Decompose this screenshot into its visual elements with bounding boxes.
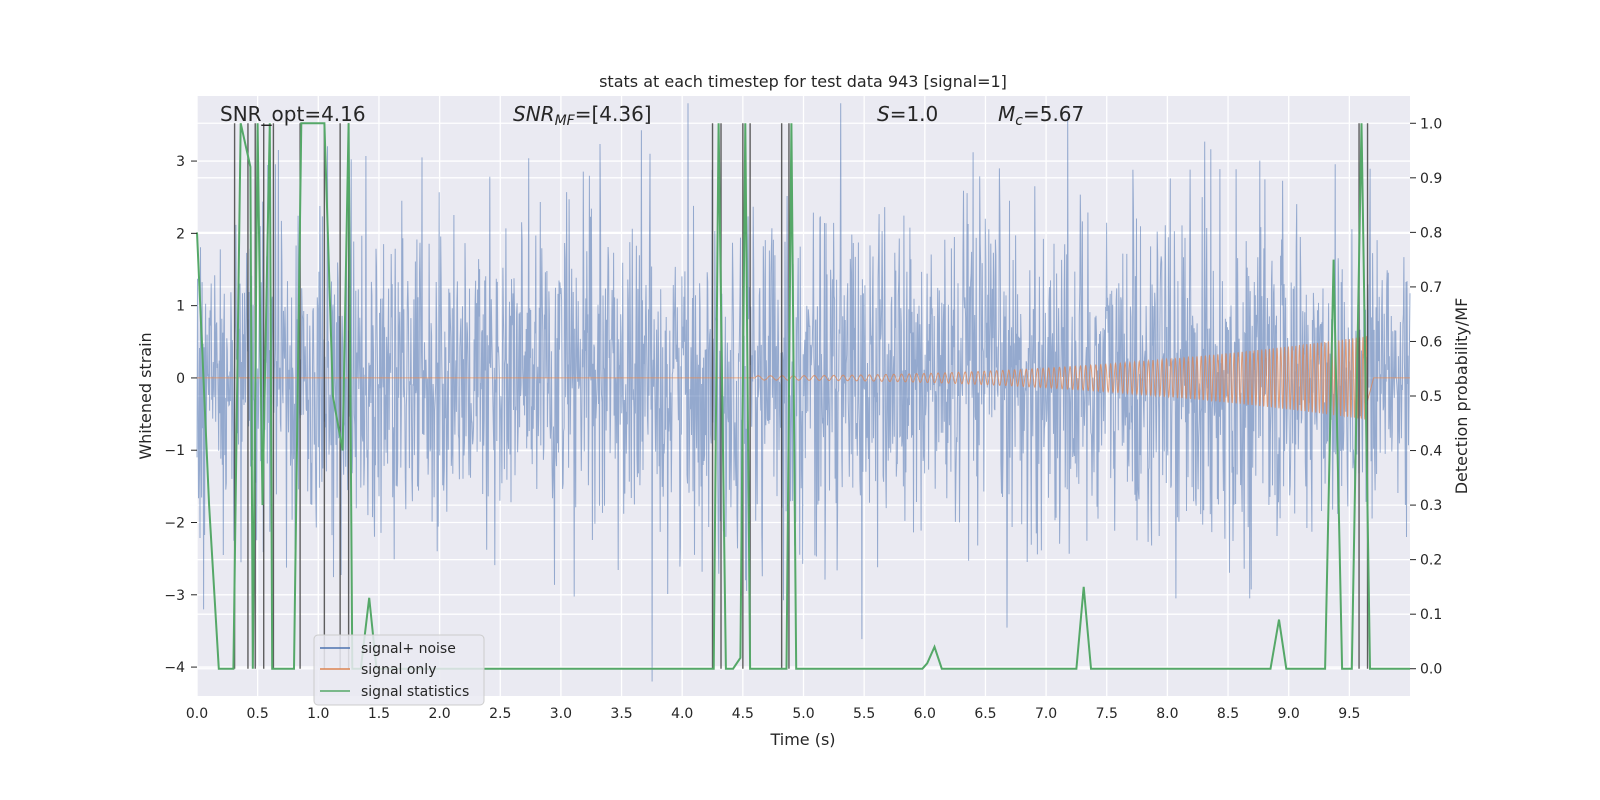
y-axis-label: Whitened strain <box>136 332 155 459</box>
x-tick-label: 1.0 <box>307 706 329 722</box>
y-tick-label: 2 <box>176 226 185 242</box>
annotation-snr-mf-sub: MF <box>555 113 576 129</box>
signal-statistics-series <box>196 122 1410 670</box>
legend-label-signal-noise: signal+ noise <box>361 641 456 657</box>
annotation-mc-value: =5.67 <box>1023 102 1084 126</box>
y-right-tick-label: 0.7 <box>1420 280 1442 296</box>
signal-noise-line <box>196 103 1411 682</box>
chart-title: stats at each timestep for test data 943… <box>599 72 1007 91</box>
y-right-tick-label: 0.3 <box>1420 498 1442 514</box>
y-right-axis-label: Detection probability/MF <box>1452 298 1471 495</box>
plot-area <box>196 96 1411 696</box>
annotation-snr-opt: SNR_opt=4.16 <box>220 102 366 126</box>
y-right-tick-label: 0.0 <box>1420 662 1442 678</box>
x-tick-label: 0.0 <box>186 706 208 722</box>
legend: signal+ noise signal only signal statist… <box>313 634 485 706</box>
x-tick-label: 5.5 <box>853 706 875 722</box>
x-tick-label: 9.0 <box>1278 706 1300 722</box>
x-tick-label: 4.5 <box>732 706 754 722</box>
x-tick-label: 6.5 <box>974 706 996 722</box>
annotation-s: S=1.0 <box>877 102 938 126</box>
y-tick-label: 1 <box>176 299 185 315</box>
y-right-tick-label: 0.8 <box>1420 225 1442 241</box>
x-axis-ticks: 0.0 0.5 1.0 1.5 2.0 2.5 3.0 3.5 4.0 4.5 5.0 5.5 6.0 6… <box>186 706 1361 722</box>
y-tick-label: −4 <box>164 660 185 676</box>
y-right-tick-label: 1.0 <box>1420 116 1442 132</box>
annotations: SNR_opt=4.16 SNRMF=[4.36] S=1.0 Mc=5.67 <box>220 102 1084 129</box>
y-right-axis-ticks: 1.0 0.9 0.8 0.7 0.6 0.5 0.4 0.3 0.2 0.1 0.0 <box>1410 116 1442 678</box>
x-tick-label: 1.5 <box>368 706 390 722</box>
x-tick-label: 8.0 <box>1156 706 1178 722</box>
y-tick-label: 0 <box>176 371 185 387</box>
y-right-tick-label: 0.2 <box>1420 553 1442 569</box>
y-tick-label: −2 <box>164 516 185 532</box>
x-tick-label: 7.5 <box>1096 706 1118 722</box>
annotation-s-label: S <box>877 102 890 126</box>
x-axis-label: Time (s) <box>769 730 835 749</box>
y-right-tick-label: 0.5 <box>1420 389 1442 405</box>
signal-only-series <box>197 336 1410 420</box>
annotation-mc: Mc=5.67 <box>998 102 1084 129</box>
y-tick-label: 3 <box>176 154 185 170</box>
x-tick-label: 3.5 <box>610 706 632 722</box>
x-tick-label: 3.0 <box>550 706 572 722</box>
x-tick-label: 8.5 <box>1217 706 1239 722</box>
x-tick-label: 4.0 <box>671 706 693 722</box>
annotation-mc-label: M <box>998 102 1015 126</box>
y-axis-ticks: 3 2 1 0 −1 −2 −3 −4 <box>164 154 197 676</box>
x-tick-label: 9.5 <box>1338 706 1360 722</box>
y-right-tick-label: 0.6 <box>1420 334 1442 350</box>
y-tick-label: −3 <box>164 588 185 604</box>
annotation-snr-mf-value: =[4.36] <box>575 102 652 126</box>
signal-noise-series <box>196 103 1411 682</box>
x-tick-label: 6.0 <box>914 706 936 722</box>
signal-only-line <box>197 336 1410 420</box>
legend-label-signal-statistics: signal statistics <box>361 684 469 700</box>
x-tick-label: 7.0 <box>1035 706 1057 722</box>
legend-label-signal-only: signal only <box>361 662 436 678</box>
annotation-snr-mf: SNRMF=[4.36] <box>513 102 652 129</box>
annotation-snr-mf-label: SNR <box>513 102 555 126</box>
y-right-tick-label: 0.9 <box>1420 171 1442 187</box>
annotation-mc-sub: c <box>1015 113 1023 129</box>
x-tick-label: 0.5 <box>247 706 269 722</box>
x-tick-label: 2.5 <box>489 706 511 722</box>
y-tick-label: −1 <box>164 443 185 459</box>
annotation-s-value: =1.0 <box>890 102 939 126</box>
x-tick-label: 2.0 <box>428 706 450 722</box>
y-right-tick-label: 0.1 <box>1420 607 1442 623</box>
y-right-tick-label: 0.4 <box>1420 444 1442 460</box>
x-tick-label: 5.0 <box>792 706 814 722</box>
legend-box <box>313 634 485 706</box>
signal-statistics-line <box>196 122 1410 670</box>
